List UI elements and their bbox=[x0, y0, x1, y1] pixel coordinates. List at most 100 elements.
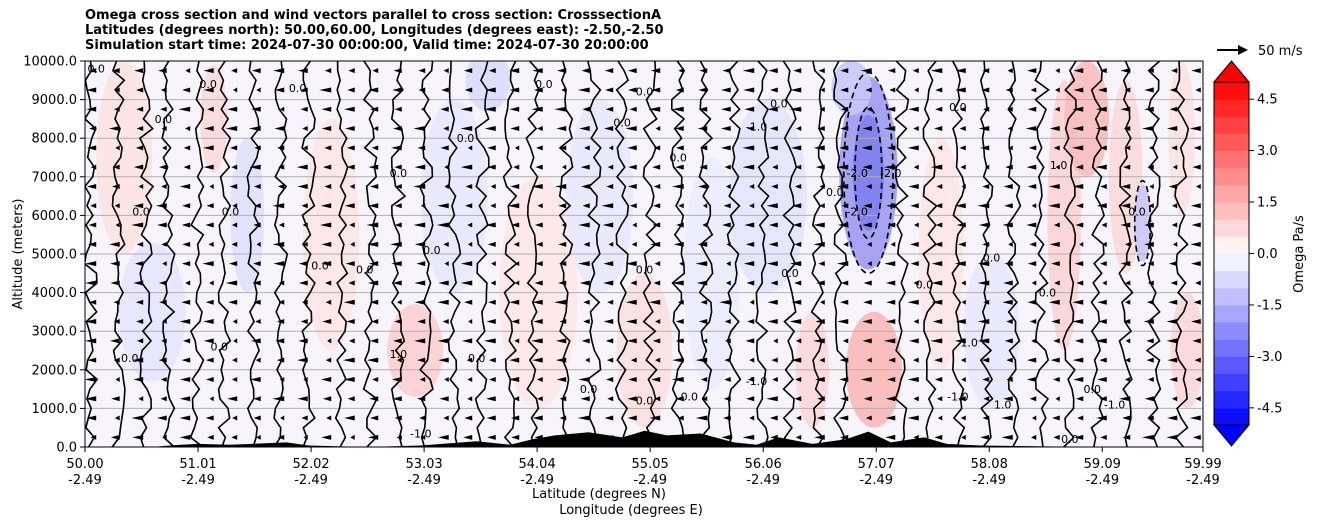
wind-vector bbox=[1076, 396, 1084, 402]
wind-vector bbox=[440, 106, 449, 112]
wind-vector bbox=[252, 299, 261, 305]
wind-vector bbox=[509, 357, 520, 363]
wind-vector bbox=[491, 261, 496, 267]
wind-vector bbox=[1120, 261, 1131, 267]
wind-vector bbox=[743, 261, 755, 267]
contour-line bbox=[246, 61, 261, 447]
wind-vector bbox=[1100, 145, 1107, 151]
contour-label: 0.0 bbox=[390, 167, 408, 180]
wind-vector bbox=[229, 183, 238, 189]
wind-vector bbox=[346, 164, 355, 170]
wind-vector bbox=[860, 376, 872, 382]
wind-vector bbox=[513, 241, 520, 247]
wind-vector bbox=[324, 145, 332, 151]
wind-vector bbox=[467, 241, 473, 247]
wind-vector bbox=[134, 68, 144, 74]
wind-vector bbox=[161, 183, 167, 189]
wind-vector bbox=[183, 338, 191, 344]
wind-vector bbox=[913, 357, 919, 363]
wind-vector bbox=[254, 203, 261, 209]
wind-vector bbox=[138, 183, 144, 189]
wind-vector bbox=[836, 261, 849, 267]
x-tick-label-lat: 59.09 bbox=[1084, 457, 1121, 472]
wind-vector bbox=[722, 222, 731, 228]
wind-vector bbox=[256, 434, 261, 440]
wind-vector bbox=[463, 434, 473, 440]
wind-vector bbox=[934, 357, 943, 363]
wind-vector bbox=[115, 87, 120, 93]
colorbar-segment bbox=[1214, 219, 1249, 237]
wind-vector bbox=[559, 319, 567, 325]
wind-vector bbox=[836, 164, 849, 170]
wind-vector bbox=[913, 126, 919, 132]
wind-vector bbox=[671, 376, 684, 382]
omega-region bbox=[1133, 184, 1152, 262]
wind-vector bbox=[1170, 280, 1178, 286]
wind-vector bbox=[770, 280, 778, 286]
wind-vector bbox=[725, 280, 731, 286]
wind-vector bbox=[115, 376, 120, 382]
wind-vector bbox=[742, 145, 755, 151]
wind-vector bbox=[1194, 357, 1201, 363]
x-tick-label-lon: -2.49 bbox=[294, 473, 328, 488]
wind-vector bbox=[443, 126, 449, 132]
wind-vector bbox=[1120, 106, 1131, 112]
wind-vector bbox=[697, 126, 708, 132]
wind-vector bbox=[110, 338, 120, 344]
wind-vector bbox=[413, 183, 426, 189]
wind-vector bbox=[321, 106, 332, 112]
wind-vector bbox=[956, 222, 966, 228]
wind-vector bbox=[960, 415, 966, 421]
wind-vector bbox=[510, 222, 520, 228]
wind-vector bbox=[795, 338, 802, 344]
contour-label: 0.0 bbox=[1039, 286, 1057, 299]
wind-vector bbox=[1142, 434, 1154, 440]
wind-vector bbox=[509, 87, 520, 93]
wind-vector bbox=[885, 280, 896, 286]
wind-vector bbox=[679, 261, 684, 267]
colorbar-extend-max bbox=[1212, 60, 1251, 83]
wind-vector bbox=[771, 357, 778, 363]
wind-vector bbox=[977, 261, 990, 267]
contour-label: 0.0 bbox=[826, 186, 844, 199]
wind-vector bbox=[819, 203, 825, 209]
wind-vector bbox=[886, 299, 896, 305]
wind-vector bbox=[443, 415, 449, 421]
wind-vector bbox=[114, 319, 120, 325]
wind-vector bbox=[768, 241, 778, 247]
contour-label: 0.0 bbox=[222, 205, 240, 218]
wind-vector bbox=[532, 415, 543, 421]
contour-label: -1.0 bbox=[1104, 398, 1125, 411]
wind-vector bbox=[301, 299, 308, 305]
wind-vector bbox=[1168, 261, 1178, 267]
contour-label: 0.0 bbox=[1083, 383, 1101, 396]
wind-vector bbox=[885, 434, 896, 440]
wind-vector bbox=[184, 126, 191, 132]
wind-vector bbox=[1146, 299, 1154, 305]
wind-vector bbox=[487, 434, 496, 440]
wind-vector bbox=[888, 183, 896, 189]
y-tick-label: 5000.0 bbox=[32, 248, 78, 263]
wind-vector bbox=[371, 145, 379, 151]
wind-vector bbox=[907, 376, 919, 382]
wind-vector bbox=[131, 222, 144, 228]
wind-vector bbox=[1053, 376, 1060, 382]
wind-vector bbox=[88, 241, 97, 247]
colorbar-segment bbox=[1214, 133, 1249, 152]
wind-vector bbox=[959, 106, 966, 112]
wind-vector bbox=[509, 299, 520, 305]
wind-vector bbox=[87, 357, 97, 363]
wind-vector bbox=[232, 415, 238, 421]
wind-vector bbox=[279, 280, 285, 286]
wind-vector bbox=[205, 299, 214, 305]
wind-vector bbox=[605, 338, 614, 344]
wind-vector bbox=[349, 183, 355, 189]
wind-vector bbox=[1120, 183, 1131, 189]
wind-vector bbox=[767, 106, 778, 112]
wind-vector bbox=[373, 126, 379, 132]
wind-vector bbox=[161, 338, 167, 344]
colorbar-extend-min bbox=[1212, 424, 1251, 447]
wind-vector bbox=[1125, 145, 1131, 151]
wind-vector bbox=[136, 241, 144, 247]
y-tick-label: 9000.0 bbox=[32, 93, 78, 108]
